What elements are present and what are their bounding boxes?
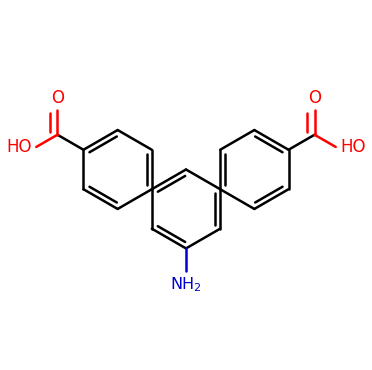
Text: NH$_2$: NH$_2$ — [170, 276, 202, 295]
Text: HO: HO — [340, 138, 366, 156]
Text: O: O — [51, 88, 64, 107]
Text: HO: HO — [6, 138, 32, 156]
Text: O: O — [308, 88, 321, 107]
